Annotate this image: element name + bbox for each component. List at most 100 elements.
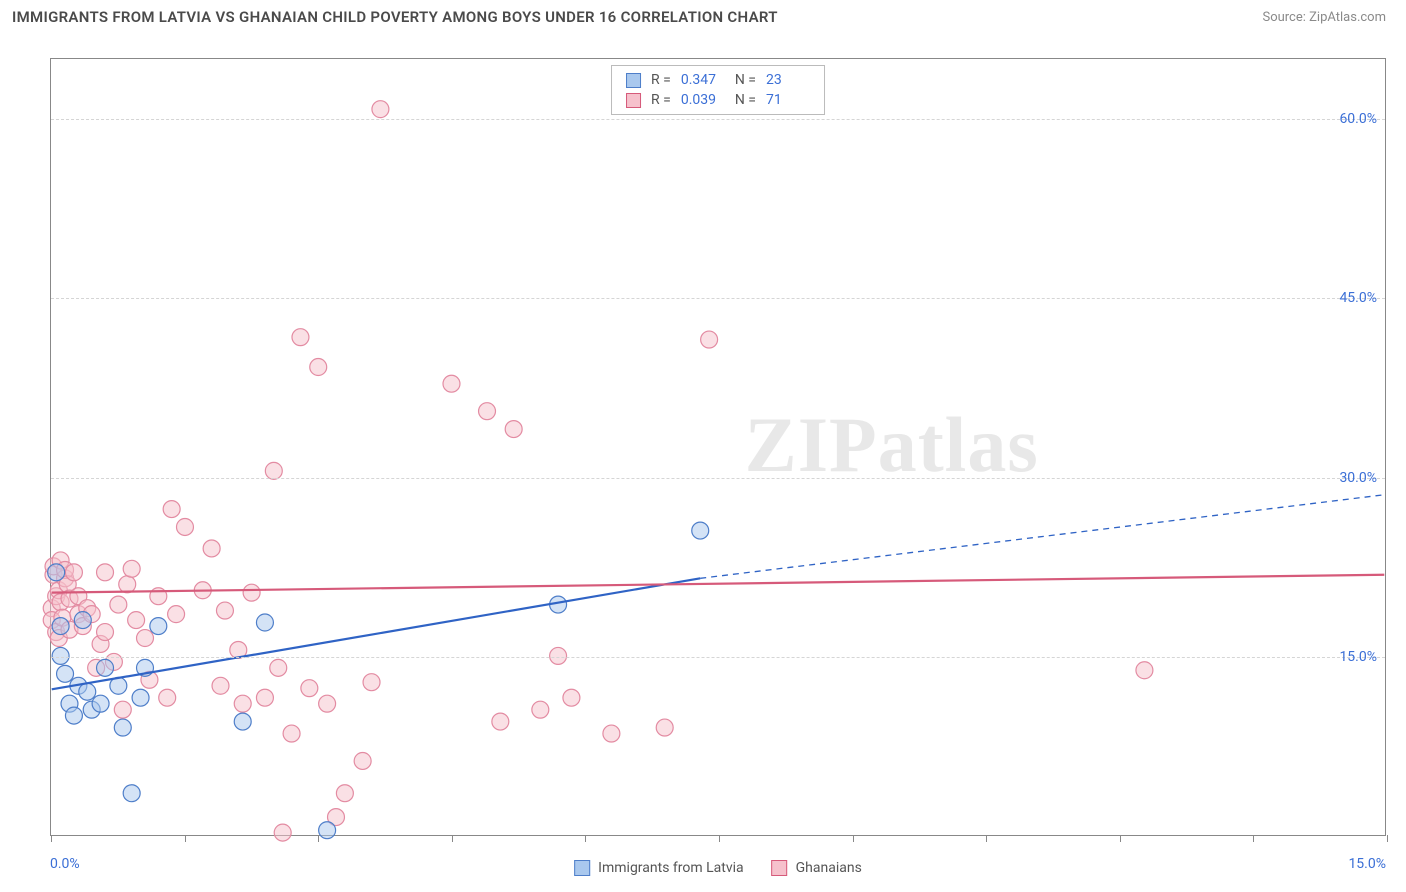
scatter-point <box>256 614 273 631</box>
legend-swatch <box>772 860 788 876</box>
scatter-point <box>216 602 233 619</box>
scatter-point <box>243 584 260 601</box>
scatter-point <box>203 540 220 557</box>
x-axis-min: 0.0% <box>50 856 80 872</box>
scatter-point <box>443 375 460 392</box>
x-tick <box>1253 835 1254 842</box>
n-value: 23 <box>766 72 810 88</box>
scatter-point <box>52 647 69 664</box>
scatter-point <box>92 695 109 712</box>
scatter-point <box>310 359 327 376</box>
x-tick <box>585 835 586 842</box>
scatter-point <box>212 677 229 694</box>
scatter-point <box>123 785 140 802</box>
grid-line <box>51 657 1385 658</box>
scatter-point <box>656 719 673 736</box>
scatter-point <box>74 612 91 629</box>
r-label: R = <box>651 72 671 88</box>
scatter-point <box>128 612 145 629</box>
r-value: 0.039 <box>681 92 725 108</box>
legend-label: Immigrants from Latvia <box>598 860 743 876</box>
scatter-point <box>159 689 176 706</box>
legend-label: Ghanaians <box>796 860 862 876</box>
scatter-point <box>270 659 287 676</box>
x-tick <box>1387 835 1388 842</box>
scatter-point <box>701 331 718 348</box>
source-attribution: Source: ZipAtlas.com <box>1262 10 1386 25</box>
x-tick <box>318 835 319 842</box>
scatter-point <box>265 462 282 479</box>
scatter-point <box>176 519 193 536</box>
r-label: R = <box>651 92 671 108</box>
x-tick <box>452 835 453 842</box>
scatter-point <box>563 689 580 706</box>
scatter-point <box>256 689 273 706</box>
scatter-point <box>1136 662 1153 679</box>
legend-item: Immigrants from Latvia <box>574 860 743 876</box>
scatter-point <box>492 713 509 730</box>
scatter-point <box>692 522 709 539</box>
x-axis-row: 0.0% Immigrants from Latvia Ghanaians 15.… <box>50 842 1386 886</box>
x-axis-max: 15.0% <box>1348 856 1386 872</box>
scatter-point <box>505 421 522 438</box>
correlation-legend: R = 0.347 N = 23 R = 0.039 N = 71 <box>611 65 825 115</box>
n-label: N = <box>735 72 756 88</box>
chart-title: IMMIGRANTS FROM LATVIA VS GHANAIAN CHILD… <box>12 8 778 26</box>
x-tick <box>1120 835 1121 842</box>
scatter-point <box>301 680 318 697</box>
x-tick <box>51 835 52 842</box>
scatter-point <box>550 647 567 664</box>
scatter-point <box>319 822 336 839</box>
scatter-point <box>234 713 251 730</box>
correlation-legend-row: R = 0.347 N = 23 <box>626 70 810 90</box>
chart-header: IMMIGRANTS FROM LATVIA VS GHANAIAN CHILD… <box>0 0 1406 34</box>
scatter-point <box>292 329 309 346</box>
x-tick <box>719 835 720 842</box>
scatter-point <box>65 564 82 581</box>
scatter-point <box>479 403 496 420</box>
scatter-point <box>150 618 167 635</box>
scatter-point <box>274 824 291 841</box>
scatter-point <box>110 596 127 613</box>
scatter-point <box>132 689 149 706</box>
legend-item: Ghanaians <box>772 860 862 876</box>
scatter-point <box>603 725 620 742</box>
grid-line <box>51 478 1385 479</box>
n-value: 71 <box>766 92 810 108</box>
n-label: N = <box>735 92 756 108</box>
scatter-point <box>114 719 131 736</box>
scatter-point <box>283 725 300 742</box>
scatter-svg <box>51 59 1385 835</box>
scatter-point <box>97 624 114 641</box>
scatter-point <box>123 560 140 577</box>
scatter-point <box>48 564 65 581</box>
series-legend: Immigrants from Latvia Ghanaians <box>574 860 862 876</box>
x-tick <box>185 835 186 842</box>
grid-line <box>51 298 1385 299</box>
scatter-point <box>319 695 336 712</box>
scatter-point <box>65 707 82 724</box>
plot-area: ZIPatlas R =0.347N =23R =0.039N =71 15.0… <box>50 58 1386 836</box>
scatter-point <box>114 701 131 718</box>
scatter-point <box>234 695 251 712</box>
correlation-legend-row: R = 0.039 N = 71 <box>626 90 810 110</box>
scatter-point <box>57 665 74 682</box>
scatter-point <box>97 659 114 676</box>
scatter-point <box>532 701 549 718</box>
r-value: 0.347 <box>681 72 725 88</box>
legend-swatch <box>626 93 641 108</box>
y-tick-label: 30.0% <box>1339 470 1377 486</box>
scatter-point <box>119 576 136 593</box>
scatter-point <box>372 101 389 118</box>
regression-line-extension <box>700 495 1384 579</box>
scatter-point <box>363 674 380 691</box>
scatter-point <box>97 564 114 581</box>
scatter-point <box>354 753 371 770</box>
legend-swatch <box>626 73 641 88</box>
y-tick-label: 15.0% <box>1339 649 1377 665</box>
scatter-point <box>79 683 96 700</box>
scatter-point <box>163 501 180 518</box>
scatter-point <box>52 618 69 635</box>
y-tick-label: 60.0% <box>1339 111 1377 127</box>
scatter-point <box>336 785 353 802</box>
